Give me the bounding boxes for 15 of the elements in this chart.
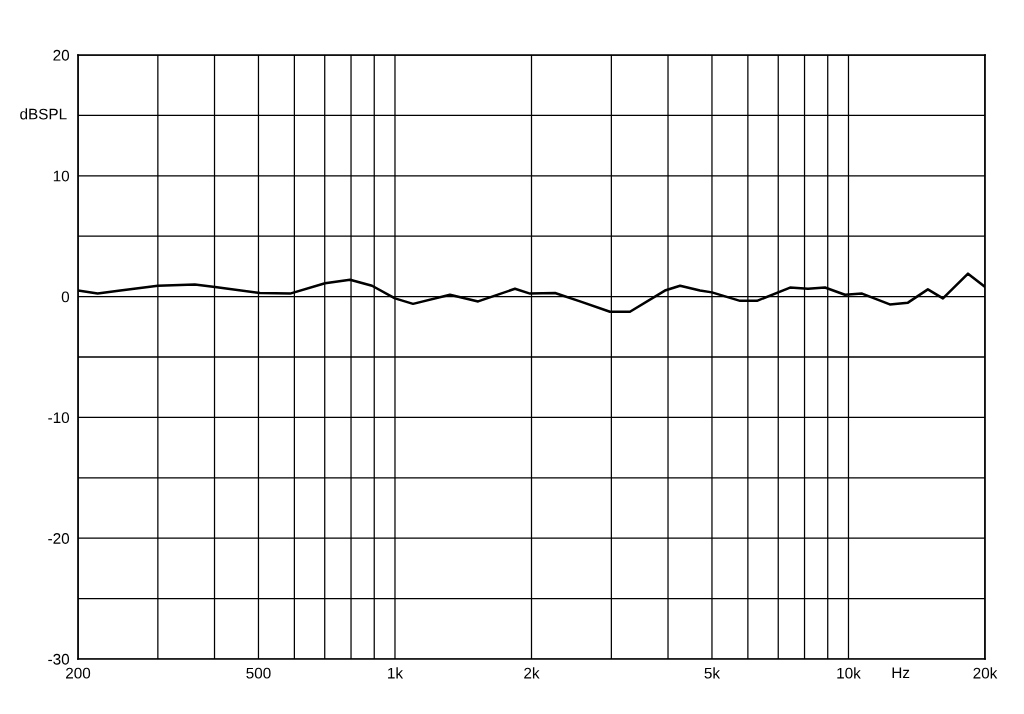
y-tick-label: 20 [53,49,70,61]
y-tick-label: 10 [53,170,70,182]
y-tick-label: -20 [48,533,70,544]
y-axis-title: dBSPL [20,108,67,120]
y-tick-label: -10 [48,412,70,424]
x-tick-label: 1k [388,667,404,679]
x-tick-label: 5k [704,667,721,679]
x-tick-label: 10k [837,667,861,679]
x-tick-label: 20k [973,667,998,679]
x-tick-label: 500 [246,667,271,679]
y-tick-label: -30 [48,653,70,665]
y-tick-label: 0 [61,291,70,303]
x-tick-label: 2k [524,667,540,679]
x-tick-label: 200 [66,667,91,679]
x-axis-title: Hz [892,667,910,678]
